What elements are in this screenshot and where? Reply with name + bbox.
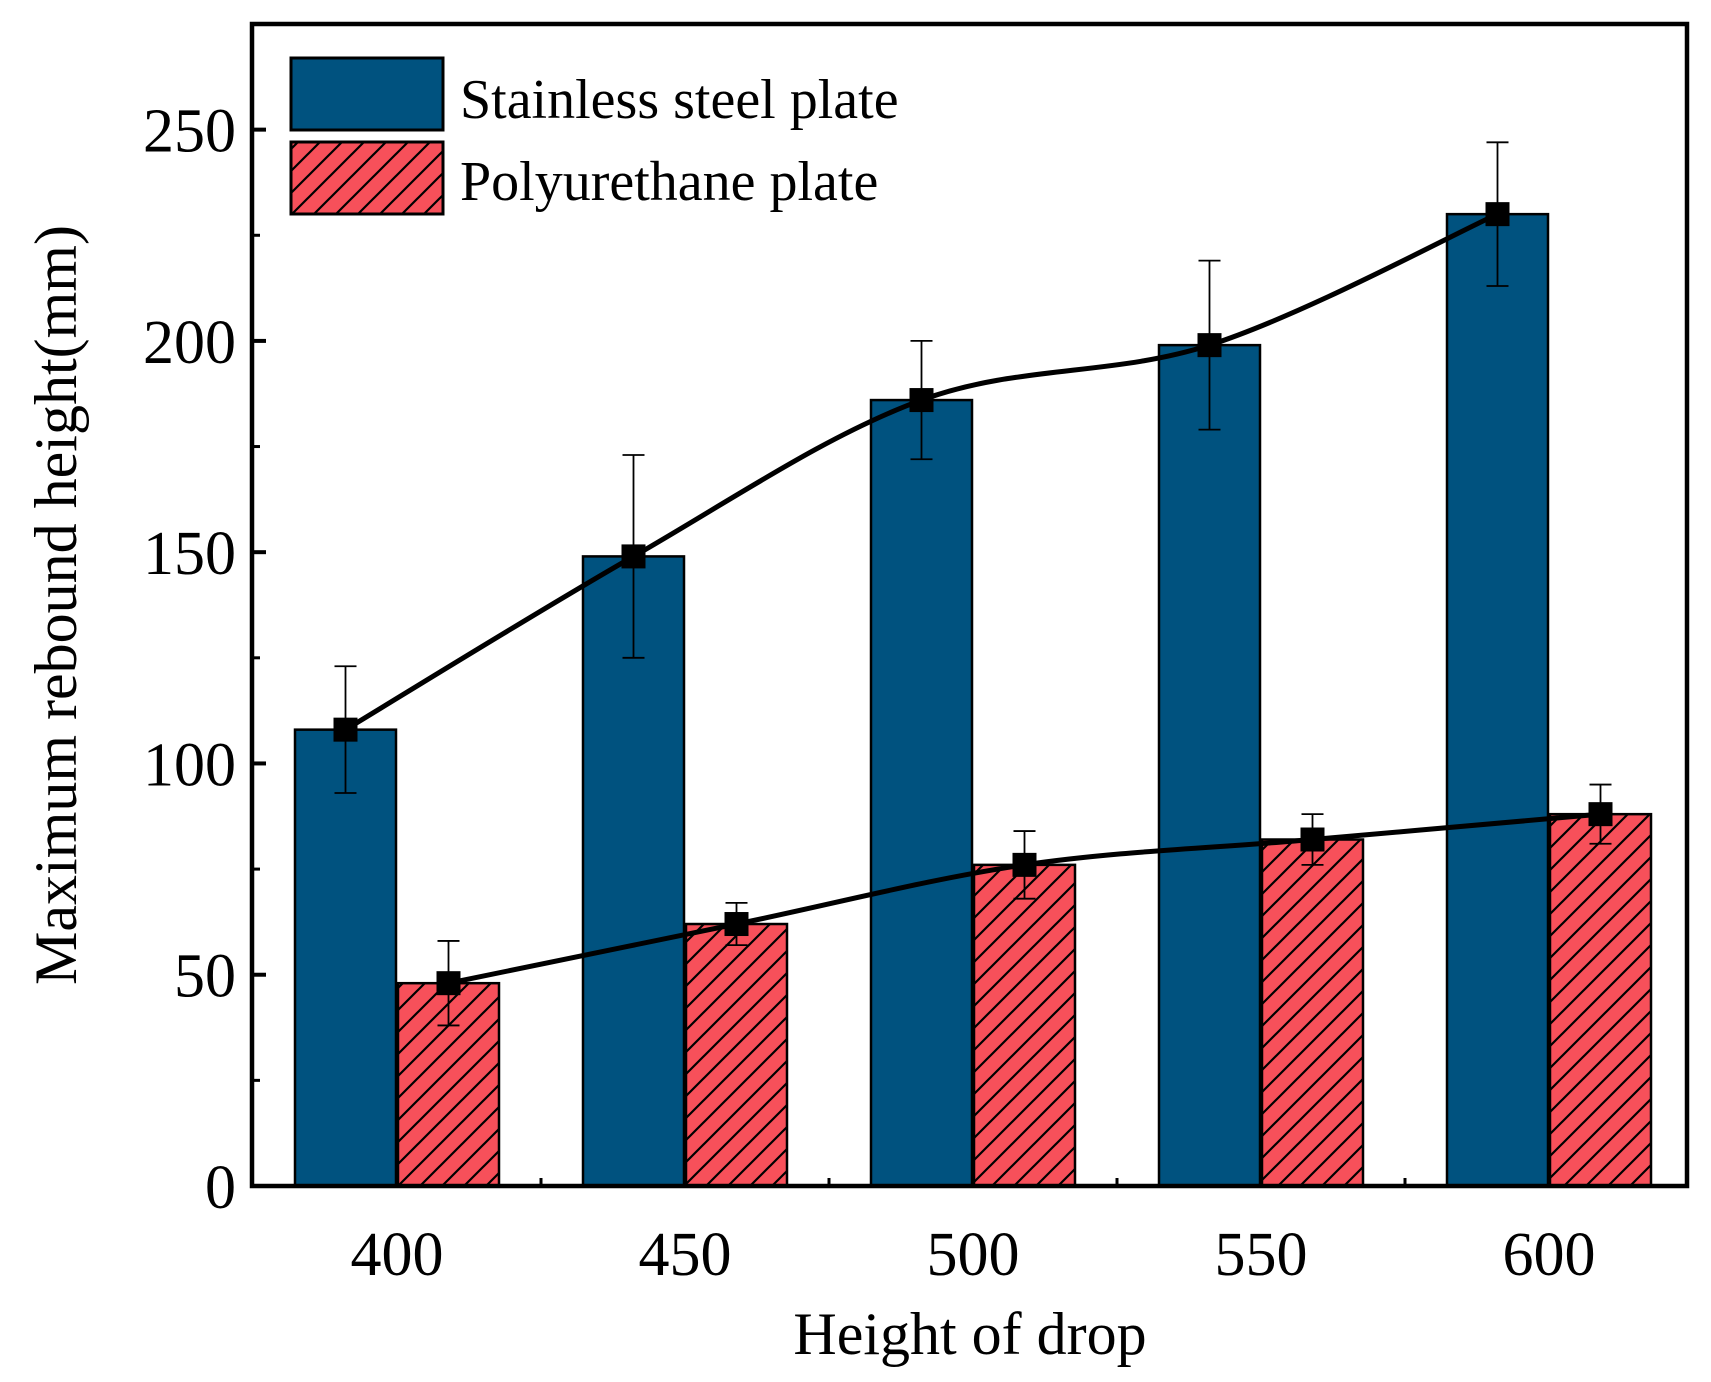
bar-stainless-550 bbox=[1157, 343, 1262, 1188]
legend-swatch-stainless bbox=[289, 56, 445, 132]
x-tick-label-450: 450 bbox=[639, 1221, 732, 1289]
x-tick-label-550: 550 bbox=[1215, 1221, 1308, 1289]
marker-polyurethane-450 bbox=[724, 912, 749, 937]
x-axis-title: Height of drop bbox=[793, 1301, 1146, 1367]
bar-polyurethane-600 bbox=[1548, 812, 1653, 1188]
legend-swatch-polyurethane bbox=[289, 140, 445, 216]
marker-stainless-600 bbox=[1485, 202, 1510, 227]
bar-polyurethane-500 bbox=[972, 863, 1077, 1188]
y-axis-title: Maximum rebound height(mm) bbox=[23, 225, 89, 985]
x-tick-label-600: 600 bbox=[1503, 1221, 1596, 1289]
y-tick-label-150: 150 bbox=[143, 520, 236, 588]
legend: Stainless steel plate Polyurethane plate bbox=[289, 56, 899, 216]
marker-polyurethane-600 bbox=[1588, 802, 1613, 827]
y-tick-label-50: 50 bbox=[174, 943, 236, 1011]
bar-stainless-450 bbox=[581, 555, 686, 1188]
marker-stainless-550 bbox=[1197, 333, 1222, 358]
bar-stainless-500 bbox=[869, 398, 974, 1188]
x-tick-label-400: 400 bbox=[351, 1221, 444, 1289]
bar-stainless-600 bbox=[1445, 212, 1550, 1188]
marker-polyurethane-500 bbox=[1012, 852, 1037, 877]
plot-frame bbox=[249, 21, 1690, 1189]
bars bbox=[293, 212, 1653, 1188]
data-markers bbox=[333, 202, 1613, 996]
marker-stainless-400 bbox=[333, 717, 358, 742]
marker-stainless-500 bbox=[909, 388, 934, 413]
bar-polyurethane-550 bbox=[1260, 838, 1365, 1188]
marker-polyurethane-400 bbox=[436, 971, 461, 996]
bar-stainless-400 bbox=[293, 728, 398, 1188]
y-axis-ticks: 0 50 100 150 200 250 bbox=[143, 98, 266, 1222]
marker-polyurethane-550 bbox=[1300, 827, 1325, 852]
y-tick-label-250: 250 bbox=[143, 98, 236, 166]
x-axis-ticks: 400 450 500 550 600 bbox=[351, 1172, 1596, 1289]
y-tick-label-200: 200 bbox=[143, 309, 236, 377]
bar-polyurethane-450 bbox=[684, 922, 789, 1188]
legend-label-stainless: Stainless steel plate bbox=[460, 69, 899, 131]
marker-stainless-450 bbox=[621, 544, 646, 569]
legend-label-polyurethane: Polyurethane plate bbox=[460, 151, 878, 213]
y-tick-label-100: 100 bbox=[143, 731, 236, 799]
y-tick-label-0: 0 bbox=[205, 1154, 236, 1222]
x-tick-label-500: 500 bbox=[927, 1221, 1020, 1289]
